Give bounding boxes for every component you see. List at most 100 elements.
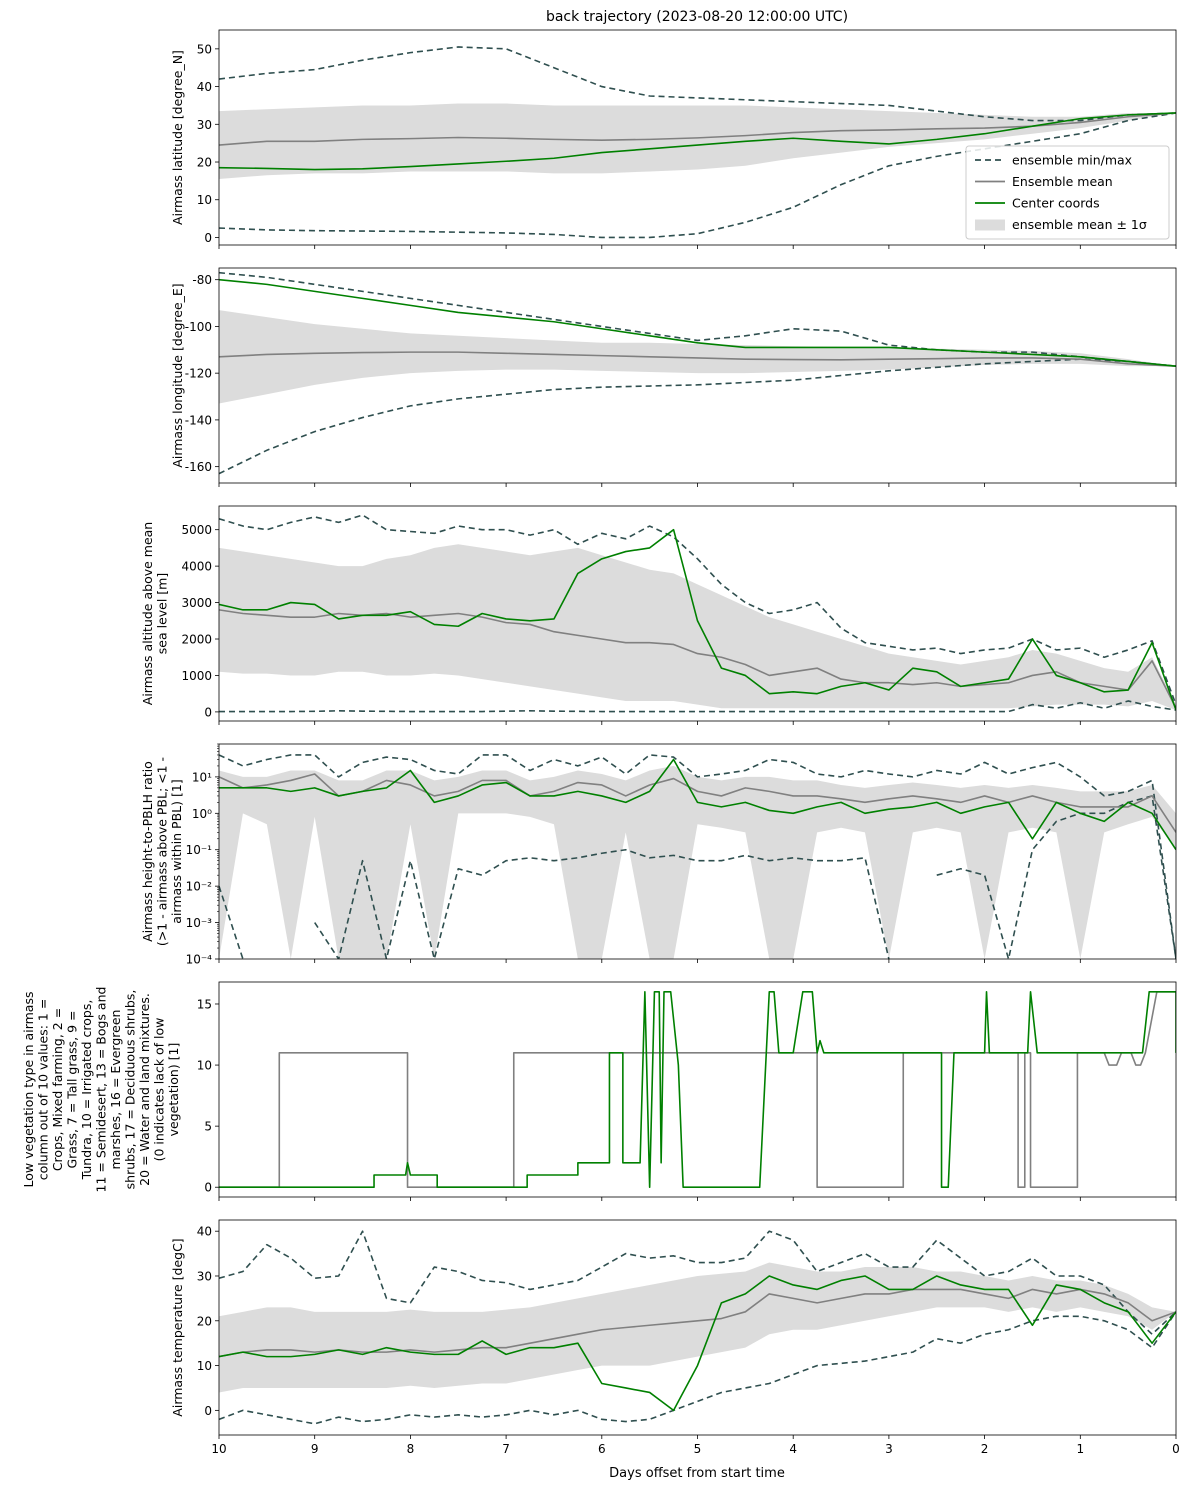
- ensemble-min-line: [219, 795, 1176, 959]
- y-tick-label: 10⁻⁴: [186, 953, 213, 967]
- y-tick-label: 40: [197, 1225, 212, 1239]
- ensemble-mean-line: [219, 773, 1176, 833]
- y-axis-label: Airmass longitude [degree_E]: [170, 283, 185, 467]
- center-coords-line: [219, 112, 1176, 171]
- y-axis-label: vegetation) [1]: [166, 1043, 181, 1137]
- x-tick-label: 1: [1076, 1442, 1084, 1456]
- plot-area: [219, 990, 1176, 1189]
- y-tick-label: 15: [197, 997, 212, 1011]
- y-axis-label: 20 = Water and land mixtures.: [137, 993, 152, 1186]
- center-coords-line: [219, 1275, 1176, 1412]
- y-tick-label: 20: [197, 156, 212, 170]
- y-tick-label: 5000: [181, 523, 212, 537]
- x-tick-label: 4: [789, 1442, 797, 1456]
- ensemble-mean-line: [219, 609, 1176, 709]
- plot-area: [219, 754, 1176, 959]
- x-tick-label: 9: [311, 1442, 319, 1456]
- panel-1: 0 10 20 30 40 50 Airmass latitude [degree_N]: [170, 29, 1177, 249]
- y-tick-label: 0: [204, 1181, 212, 1195]
- ensemble-min-line: [219, 112, 1176, 239]
- legend-label: ensemble min/max: [1012, 153, 1132, 168]
- y-axis-label: shrubs, 17 = Deciduous shrubs,: [123, 990, 138, 1190]
- y-axis-label: Airmass altitude above mean: [140, 522, 155, 705]
- y-tick-label: 30: [197, 1269, 212, 1283]
- y-axis-label: Airmass height-to-PBLH ratio: [140, 761, 155, 942]
- y-tick-label: 0: [204, 1404, 212, 1418]
- legend-swatch: [975, 219, 1005, 231]
- y-tick-label: 1000: [181, 669, 212, 683]
- std-band: [219, 310, 1176, 404]
- legend: ensemble min/max Ensemble mean Center coor…: [965, 145, 1170, 240]
- y-axis-label: Tundra, 10 = Irrigated crops,: [79, 1000, 94, 1181]
- plot-area: [219, 514, 1176, 713]
- y-axis-label: Crops, Mixed farming, 2 =: [50, 1008, 65, 1171]
- y-tick-label: 10¹: [192, 770, 212, 784]
- plot-area: [219, 271, 1176, 475]
- y-tick-label: 0: [204, 231, 212, 245]
- std-band: [219, 544, 1176, 711]
- y-tick-label: 10⁻³: [186, 916, 213, 930]
- center-coords-line: [219, 990, 1176, 1189]
- y-axis-label: Grass, 7 = Tall grass, 9 =: [65, 1010, 80, 1168]
- y-tick-label: 10⁰: [192, 807, 212, 821]
- y-axis-label: (0 indicates lack of low: [152, 1018, 167, 1162]
- center-coords-line: [219, 528, 1176, 711]
- ensemble-max-line: [219, 514, 1176, 705]
- std-band: [219, 1262, 1176, 1393]
- ensemble-mean-line: [219, 112, 1176, 146]
- figure-title: back trajectory (2023-08-20 12:00:00 UTC…: [546, 9, 848, 25]
- y-axis-label: sea level [m]: [155, 573, 170, 654]
- y-axis-label: column out of 10 values: 1 =: [36, 999, 51, 1181]
- y-axis-label: airmass within PBL) [1]: [169, 779, 184, 923]
- ensemble-min-line: [219, 358, 1176, 475]
- ensemble-max-line: [219, 754, 1176, 959]
- x-tick-label: 10: [211, 1442, 226, 1456]
- legend-box: [965, 145, 1170, 240]
- ensemble-mean-line: [219, 990, 1176, 1189]
- panel-4: 10⁻⁴ 10⁻³ 10⁻² 10⁻¹ 10⁰ 10¹ Airmass height-to-…: [140, 743, 1177, 967]
- y-tick-label: -140: [185, 413, 212, 427]
- y-tick-label: -80: [192, 273, 212, 287]
- y-axis-label: Airmass temperature [degC]: [170, 1238, 185, 1416]
- y-tick-label: 10⁻²: [186, 880, 213, 894]
- x-tick-label: 0: [1172, 1442, 1180, 1456]
- center-coords-line: [219, 758, 1176, 851]
- legend-label: Ensemble mean: [1012, 174, 1113, 189]
- y-tick-label: 4000: [181, 560, 212, 574]
- std-band: [219, 103, 1176, 179]
- y-tick-label: 5: [204, 1120, 212, 1134]
- x-tick-label: 2: [981, 1442, 989, 1456]
- y-tick-label: 0: [204, 705, 212, 719]
- center-coords-line: [219, 278, 1176, 367]
- y-tick-label: 10⁻¹: [186, 843, 213, 857]
- y-axis-label: Airmass latitude [degree_N]: [170, 50, 185, 225]
- y-axis-label: 11 = Semidesert, 13 = Bogs and: [94, 987, 109, 1193]
- y-tick-label: 3000: [181, 596, 212, 610]
- x-tick-label: 8: [407, 1442, 415, 1456]
- panel-3: 0 1000 2000 3000 4000 5000 Airmass altitude ab…: [140, 505, 1177, 725]
- ensemble-min-line: [219, 1311, 1176, 1425]
- y-tick-label: -100: [185, 320, 212, 334]
- y-tick-label: 50: [197, 42, 212, 56]
- y-tick-label: -160: [185, 460, 212, 474]
- x-tick-label: 6: [598, 1442, 606, 1456]
- ensemble-mean-line: [219, 351, 1176, 367]
- plot-area: [219, 1230, 1176, 1425]
- plot-area: [219, 46, 1176, 239]
- legend-label: ensemble mean ± 1σ: [1012, 217, 1147, 232]
- ensemble-max-line: [219, 271, 1176, 367]
- y-tick-label: 20: [197, 1314, 212, 1328]
- y-tick-label: 30: [197, 118, 212, 132]
- std-band: [219, 765, 1176, 959]
- y-tick-label: -120: [185, 367, 212, 381]
- x-tick-label: 7: [502, 1442, 510, 1456]
- y-tick-label: 40: [197, 80, 212, 94]
- y-tick-label: 2000: [181, 633, 212, 647]
- y-axis-label: marshes, 16 = Evergreen: [108, 1010, 123, 1170]
- x-axis-label: Days offset from start time: [609, 1466, 785, 1481]
- y-tick-label: 10: [197, 1359, 212, 1373]
- x-tick-label: 3: [885, 1442, 893, 1456]
